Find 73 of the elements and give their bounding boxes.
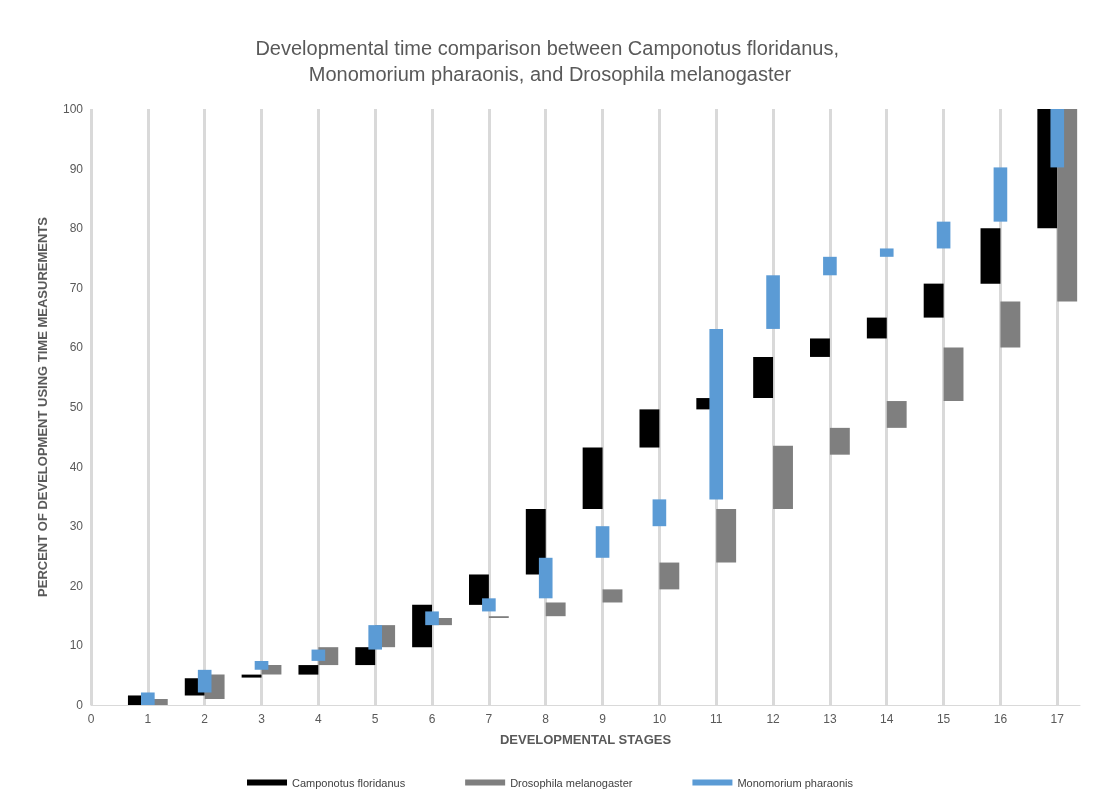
x-tick-label: 4 (315, 712, 323, 726)
bar (980, 228, 1001, 284)
y-tick-label: 10 (69, 638, 84, 653)
bar (482, 598, 496, 612)
bar (773, 445, 793, 509)
bar (545, 602, 566, 617)
x-tick-label: 7 (485, 712, 493, 726)
bar (753, 356, 774, 399)
x-tick-label: 8 (542, 712, 550, 726)
bar (936, 221, 951, 249)
x-tick-label: 9 (599, 712, 607, 726)
bar (886, 401, 907, 428)
x-tick-label: 3 (258, 712, 266, 726)
x-tick-label: 16 (993, 712, 1008, 726)
y-tick-label: 80 (69, 221, 84, 236)
y-tick-label: 60 (69, 340, 84, 355)
y-tick-label: 30 (69, 519, 84, 534)
bar (602, 589, 623, 603)
x-tick-label: 13 (823, 712, 837, 726)
bar (298, 665, 319, 675)
y-axis-title: PERCENT OF DEVELOPMENT USING TIME MEASUREMENTS (35, 216, 50, 597)
bar (254, 660, 269, 670)
x-tick-label: 1 (144, 712, 152, 726)
bar (923, 283, 944, 318)
bar (355, 647, 376, 666)
legend-label: Camponotus floridanus (292, 776, 406, 789)
x-tick-label: 5 (371, 712, 379, 726)
bar (1050, 109, 1065, 168)
bar (829, 427, 850, 455)
x-tick-label: 6 (428, 712, 436, 726)
x-axis-title: DEVELOPMENTAL STAGES (499, 732, 672, 747)
legend-label: Monomorium pharaonis (737, 776, 854, 789)
bar (525, 508, 546, 575)
bar (582, 447, 603, 509)
y-tick-label: 0 (76, 698, 84, 712)
bar (659, 562, 680, 590)
y-tick-label: 40 (69, 459, 84, 474)
bar (241, 674, 262, 678)
bar (709, 328, 724, 500)
bar (766, 275, 780, 329)
y-tick-label: 20 (69, 578, 84, 593)
bar (866, 317, 887, 339)
bar (197, 669, 212, 693)
bar (311, 649, 326, 661)
bar (595, 526, 610, 558)
y-tick-label: 70 (69, 280, 84, 295)
y-tick-label: 90 (69, 161, 84, 176)
chart-title: Developmental time comparison between Camponotus floridanus, Monomorium pharaonis, and Drosophila melanogaster (255, 37, 845, 85)
x-tick-label: 2 (201, 712, 209, 726)
bar (425, 611, 439, 626)
x-tick-label: 17 (1050, 712, 1065, 726)
x-tick-label: 0 (87, 712, 95, 726)
x-tick-label: 14 (880, 712, 894, 726)
bar (639, 409, 660, 448)
bar (141, 692, 155, 705)
bar (943, 347, 964, 402)
x-tick-label: 15 (936, 712, 951, 726)
y-tick-label: 50 (69, 400, 84, 414)
bar (993, 167, 1008, 222)
bar (468, 574, 489, 605)
legend-label: Drosophila melanogaster (510, 776, 633, 789)
y-tick-label: 100 (62, 102, 84, 116)
bar (823, 256, 837, 276)
x-tick-label: 10 (652, 712, 667, 726)
bar (716, 508, 737, 563)
bar (810, 338, 830, 357)
bar (1000, 301, 1021, 348)
x-tick-label: 12 (766, 712, 781, 726)
bar (652, 499, 667, 527)
bar (538, 557, 553, 599)
bar (879, 248, 894, 257)
bar (368, 625, 383, 650)
x-tick-label: 11 (710, 712, 723, 726)
